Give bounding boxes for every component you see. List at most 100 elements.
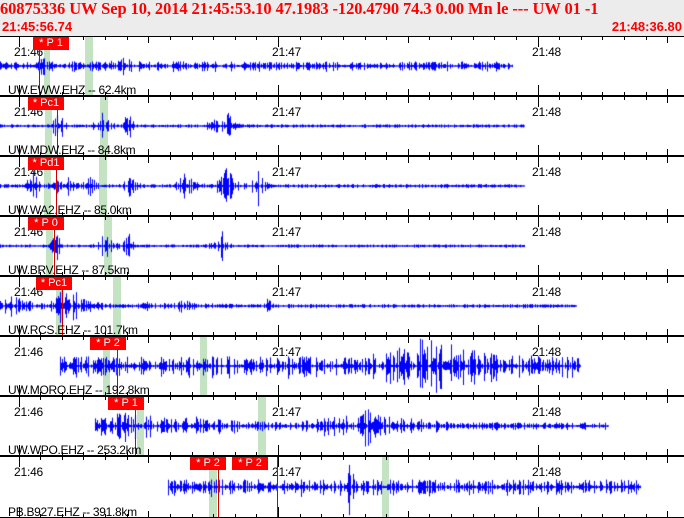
- axis-tick: [451, 272, 452, 275]
- axis-tick: [278, 507, 279, 517]
- axis-tick: [429, 452, 430, 455]
- axis-tick: [386, 392, 387, 395]
- axis-tick: [494, 272, 495, 275]
- pick-line[interactable]: [218, 457, 219, 517]
- axis-tick: [235, 337, 236, 340]
- trace-panel-stack: 21:46 21:47 21:48 * P 1 UW.EWW.EHZ -- 62.4km…: [0, 36, 684, 518]
- trace-panel-b927[interactable]: 21:46 21:47 21:48 * P 2 * P 2 PB.B927.EHZ -- …: [0, 456, 684, 518]
- trace-panel-mdw[interactable]: 21:46 21:47 21:48 * Pc1 UW.MDW.EHZ -- 84.8km: [0, 96, 684, 156]
- axis-tick: [516, 392, 517, 395]
- axis-tick: [408, 89, 409, 95]
- axis-tick: [538, 397, 539, 407]
- axis-tick: [343, 514, 344, 517]
- time-label: 21:46: [14, 465, 44, 479]
- pick-label-1[interactable]: * Pc1: [36, 277, 72, 290]
- pick-label-1[interactable]: * P 2: [90, 337, 126, 350]
- pick-line[interactable]: [56, 157, 57, 215]
- axis-tick: [667, 337, 668, 343]
- axis-tick: [192, 217, 193, 220]
- axis-tick: [40, 332, 41, 335]
- pick-label-1[interactable]: * Pc1: [28, 97, 64, 110]
- trace-panel-wpo[interactable]: 21:46 21:47 21:48 * P 1 UW.WPO.EHZ -- 253.2k…: [0, 396, 684, 456]
- time-axis-bottom: [0, 205, 684, 216]
- axis-tick: [581, 37, 582, 40]
- time-label: 21:47: [272, 345, 302, 359]
- axis-tick: [256, 332, 257, 335]
- trace-panel-wa2[interactable]: 21:46 21:47 21:48 * Pd1 UW.WA2.EHZ -- 85.0km: [0, 156, 684, 216]
- axis-tick: [321, 157, 322, 160]
- axis-tick: [494, 332, 495, 335]
- axis-tick: [386, 457, 387, 460]
- axis-tick: [473, 217, 474, 220]
- axis-tick: [624, 457, 625, 460]
- axis-tick: [646, 37, 647, 40]
- pick-line[interactable]: [117, 337, 118, 395]
- axis-tick: [213, 332, 214, 335]
- pick-line[interactable]: [39, 37, 40, 95]
- axis-tick: [148, 449, 149, 455]
- axis-tick: [408, 329, 409, 335]
- axis-tick: [321, 514, 322, 517]
- pick-line[interactable]: [135, 397, 136, 455]
- time-label: 21:48: [532, 105, 562, 119]
- pick-line[interactable]: [54, 217, 55, 275]
- axis-tick: [429, 157, 430, 160]
- axis-tick: [408, 269, 409, 275]
- axis-tick: [256, 97, 257, 100]
- axis-tick: [538, 325, 539, 335]
- axis-tick: [494, 392, 495, 395]
- axis-tick: [451, 392, 452, 395]
- axis-tick: [235, 392, 236, 395]
- axis-tick: [83, 397, 84, 400]
- axis-tick: [581, 212, 582, 215]
- pick-line[interactable]: [62, 277, 63, 335]
- axis-tick: [256, 514, 257, 517]
- pick-label-1[interactable]: * Pd1: [28, 157, 64, 170]
- axis-tick: [429, 152, 430, 155]
- axis-tick: [602, 337, 603, 340]
- trace-panel-eww[interactable]: 21:46 21:47 21:48 * P 1 UW.EWW.EHZ -- 62.4km: [0, 36, 684, 96]
- pick-label-1[interactable]: * P 1: [33, 37, 69, 50]
- axis-tick: [300, 452, 301, 455]
- axis-tick: [213, 397, 214, 400]
- axis-tick: [300, 152, 301, 155]
- axis-tick: [62, 457, 63, 460]
- axis-tick: [559, 212, 560, 215]
- axis-tick: [148, 397, 149, 403]
- pick-label-1[interactable]: * P 1: [108, 397, 144, 410]
- pick-label-1[interactable]: * P 0: [28, 217, 64, 230]
- axis-tick: [538, 337, 539, 347]
- time-label: 21:46: [14, 345, 44, 359]
- axis-tick: [646, 332, 647, 335]
- axis-tick: [235, 452, 236, 455]
- trace-panel-moro[interactable]: 21:46 21:47 21:48 * P 2 UW.MORO.EHZ -- 192.8…: [0, 336, 684, 396]
- trace-panel-rcs[interactable]: 21:46 21:47 21:48 * Pc1 UW.RCS.EHZ -- 101.7k…: [0, 276, 684, 336]
- axis-tick: [408, 511, 409, 517]
- axis-tick: [494, 157, 495, 160]
- axis-tick: [365, 97, 366, 100]
- axis-tick: [386, 92, 387, 95]
- time-label: 21:46: [14, 405, 44, 419]
- pick-line[interactable]: [57, 97, 58, 155]
- axis-tick: [19, 277, 20, 287]
- axis-tick: [192, 514, 193, 517]
- axis-tick: [646, 97, 647, 100]
- axis-tick: [192, 337, 193, 340]
- axis-tick: [40, 272, 41, 275]
- axis-tick: [581, 332, 582, 335]
- station-channel-label: UW.MORO.EHZ -- 192.8km: [8, 383, 150, 396]
- axis-tick: [278, 205, 279, 215]
- axis-tick: [451, 397, 452, 400]
- axis-tick: [667, 37, 668, 43]
- axis-tick: [365, 457, 366, 460]
- axis-tick: [213, 277, 214, 280]
- axis-tick: [83, 277, 84, 280]
- pick-label-1[interactable]: * P 2: [190, 457, 226, 470]
- pick-label-2[interactable]: * P 2: [232, 457, 268, 470]
- trace-panel-brv[interactable]: 21:46 21:47 21:48 * P 0 UW.BRV.EHZ -- 87.5km: [0, 216, 684, 276]
- axis-tick: [429, 514, 430, 517]
- axis-tick: [105, 457, 106, 460]
- axis-tick: [365, 397, 366, 400]
- axis-tick: [559, 337, 560, 340]
- pick-line[interactable]: [277, 457, 278, 517]
